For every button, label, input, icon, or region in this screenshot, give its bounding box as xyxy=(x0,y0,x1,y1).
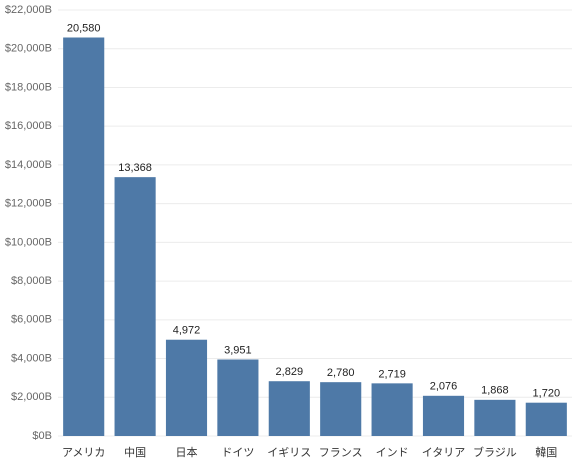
x-tick-label: イタリア xyxy=(422,446,466,459)
value-label: 1,720 xyxy=(533,388,561,400)
value-label: 4,972 xyxy=(173,325,201,337)
x-tick-label: インド xyxy=(376,447,409,459)
value-label: 3,951 xyxy=(224,344,252,356)
bar xyxy=(114,177,156,436)
y-tick-label: $6,000B xyxy=(11,314,52,326)
bar xyxy=(268,381,310,436)
bar xyxy=(217,359,259,436)
bar xyxy=(422,395,465,436)
y-tick-label: $12,000B xyxy=(5,198,52,210)
x-tick-label: 韓国 xyxy=(535,446,557,459)
x-tick-label: 日本 xyxy=(176,445,198,459)
y-tick-label: $14,000B xyxy=(5,159,52,171)
y-tick-label: $22,000B xyxy=(5,4,52,16)
x-tick-label: ブラジル xyxy=(473,445,517,459)
y-tick-label: $8,000B xyxy=(11,275,52,287)
y-tick-label: $4,000B xyxy=(11,352,52,364)
y-tick-label: $0B xyxy=(32,430,52,442)
bar xyxy=(525,402,567,436)
y-tick-label: $16,000B xyxy=(5,120,52,132)
value-label: 2,719 xyxy=(378,368,406,380)
x-tick-label: 中国 xyxy=(124,446,146,459)
value-label: 2,829 xyxy=(276,366,304,378)
y-tick-label: $2,000B xyxy=(11,391,52,403)
value-label: 2,780 xyxy=(327,367,355,379)
x-tick-label: フランス xyxy=(319,447,363,459)
x-tick-label: ドイツ xyxy=(221,447,254,459)
bar xyxy=(371,383,413,436)
x-tick-label: イギリス xyxy=(267,446,311,459)
value-label: 20,580 xyxy=(67,22,101,34)
y-tick-label: $18,000B xyxy=(5,81,52,93)
bar xyxy=(474,399,516,436)
value-label: 2,076 xyxy=(430,381,458,393)
value-label: 13,368 xyxy=(118,162,152,174)
y-tick-label: $20,000B xyxy=(5,43,52,55)
bar xyxy=(63,37,105,436)
y-tick-label: $10,000B xyxy=(5,236,52,248)
bar xyxy=(165,339,208,436)
x-tick-label: アメリカ xyxy=(62,446,105,459)
value-label: 1,868 xyxy=(481,385,509,397)
bar xyxy=(320,382,362,436)
